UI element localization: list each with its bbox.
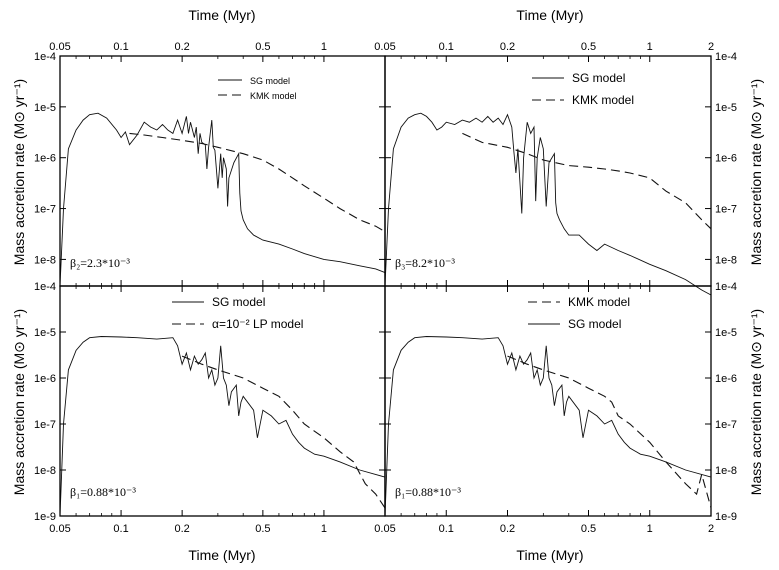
legend-label: SG model xyxy=(212,295,265,309)
y-tick-label: 1e-7 xyxy=(715,204,737,216)
x-tick-label: 0.2 xyxy=(174,41,189,53)
x-tick-label: 0.1 xyxy=(439,41,454,53)
x-tick-label: 0.5 xyxy=(255,523,270,535)
y-tick-label: 1e-7 xyxy=(715,419,737,431)
x-tick-label: 0.2 xyxy=(174,523,189,535)
x-tick-label: 0.5 xyxy=(255,41,270,53)
x-tick-label: 0.2 xyxy=(500,41,515,53)
x-tick-label: 0.2 xyxy=(500,523,515,535)
beta-annotation: β₁=0.88*10⁻³ xyxy=(70,485,136,499)
y-tick-label: 1e-8 xyxy=(715,254,737,266)
y-tick-label: 1e-8 xyxy=(34,254,56,266)
series-line-sg-model xyxy=(384,336,712,517)
beta-annotation: β₂=2.3*10⁻³ xyxy=(70,256,130,270)
legend-label: KMK model xyxy=(572,93,634,107)
series-line-kmk-model xyxy=(507,355,712,509)
x-tick-label: 1 xyxy=(321,523,327,535)
legend-label: SG model xyxy=(572,71,625,85)
x-tick-label: 1 xyxy=(647,523,653,535)
panel-frame xyxy=(384,55,712,287)
beta-annotation: β₁=0.88*10⁻³ xyxy=(395,485,461,499)
y-tick-label: 1e-4 xyxy=(34,281,56,293)
y-tick-label: 1e-7 xyxy=(34,204,56,216)
y-tick-label: 1e-9 xyxy=(715,511,737,523)
y-tick-label: 1e-9 xyxy=(34,511,56,523)
x-tick-label: 1 xyxy=(321,41,327,53)
y-tick-label: 1e-8 xyxy=(715,465,737,477)
y-tick-label: 1e-5 xyxy=(34,102,56,114)
x-tick-label: 0.05 xyxy=(49,41,70,53)
x-tick-label: 0.5 xyxy=(581,523,596,535)
series-line--10-lp-model xyxy=(181,355,386,509)
x-tick-label: 0.5 xyxy=(581,41,596,53)
y-axis-title-bottom-right: Mass accretion rate (M⊙ yr⁻¹) xyxy=(748,309,764,495)
legend-label: SG model xyxy=(568,317,621,331)
y-tick-label: 1e-5 xyxy=(715,102,737,114)
x-tick-label: 0.1 xyxy=(439,523,454,535)
y-tick-label: 1e-6 xyxy=(715,373,737,385)
panel-bottom-left: 0.05 0.1 0.2 0.5 1 1e-9 1e-8 1e-7 1e-6 1e-5 1e-4 SG… xyxy=(34,281,386,535)
panel-top-right: 0.05 0.1 0.2 0.5 1 2 1e-8 1e-7 1e-6 1e-5 1e-4 SG mo… xyxy=(374,41,737,296)
x-axis-title-bottom-left: Time (Myr) xyxy=(188,547,255,563)
y-axis-title-top-left: Mass accretion rate (M⊙ yr⁻¹) xyxy=(11,79,27,265)
x-axis-title-bottom-right: Time (Myr) xyxy=(516,547,583,563)
panel-frame xyxy=(384,285,712,517)
series-line-sg-model xyxy=(384,112,712,296)
x-tick-label: 1 xyxy=(647,41,653,53)
series-line-sg-model xyxy=(59,336,386,517)
x-tick-label: 0.1 xyxy=(113,523,128,535)
y-tick-label: 1e-4 xyxy=(715,281,737,293)
legend-label: α=10⁻² LP model xyxy=(212,317,303,331)
x-tick-label: 2 xyxy=(708,41,714,53)
panel-top-left: 0.05 0.1 0.2 0.5 1 1e-8 1e-7 1e-6 1e-5 1e-4 SG mod… xyxy=(34,41,386,287)
x-tick-label: 0.05 xyxy=(374,41,395,53)
y-tick-label: 1e-6 xyxy=(715,153,737,165)
legend-label: KMK model xyxy=(568,295,630,309)
y-tick-label: 1e-7 xyxy=(34,419,56,431)
legend-label: SG model xyxy=(250,76,290,86)
x-axis-title-top-right: Time (Myr) xyxy=(516,7,583,23)
y-tick-label: 1e-8 xyxy=(34,465,56,477)
y-tick-label: 1e-5 xyxy=(34,327,56,339)
y-tick-label: 1e-6 xyxy=(34,373,56,385)
legend-label: KMK model xyxy=(250,91,297,101)
y-tick-label: 1e-6 xyxy=(34,153,56,165)
panel-bottom-right: 0.05 0.1 0.2 0.5 1 21e-9 1e-8 1e-7 1e-6 1e-5 1e-4 K… xyxy=(374,281,737,535)
series-line-kmk-model xyxy=(462,132,712,230)
x-tick-label: 2 xyxy=(708,523,714,535)
y-axis-title-bottom-left: Mass accretion rate (M⊙ yr⁻¹) xyxy=(11,309,27,495)
beta-annotation: β₃=8.2*10⁻³ xyxy=(395,256,455,270)
x-tick-label: 0.05 xyxy=(49,523,70,535)
series-line-kmk-model xyxy=(129,132,386,233)
y-axis-title-top-right: Mass accretion rate (M⊙ yr⁻¹) xyxy=(748,79,764,265)
x-tick-label: 0.1 xyxy=(113,41,128,53)
y-tick-label: 1e-4 xyxy=(34,51,56,63)
x-axis-title-top-left: Time (Myr) xyxy=(188,7,255,23)
y-tick-label: 1e-4 xyxy=(715,51,737,63)
chart-panels: 0.05 0.1 0.2 0.5 1 1e-8 1e-7 1e-6 1e-5 1e-4 SG mod… xyxy=(34,41,737,535)
x-tick-label: 0.05 xyxy=(374,523,395,535)
y-tick-label: 1e-5 xyxy=(715,327,737,339)
